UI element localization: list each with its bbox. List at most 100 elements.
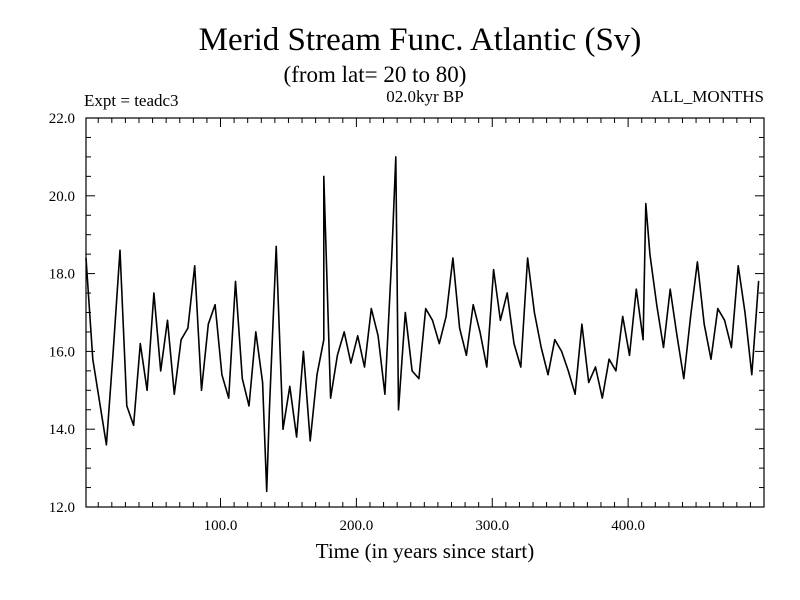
- chart-subtitle: (from lat= 20 to 80): [284, 62, 467, 87]
- data-point: [751, 374, 753, 376]
- data-point: [513, 343, 515, 345]
- data-point: [615, 370, 617, 372]
- data-point: [248, 405, 250, 407]
- data-point: [567, 370, 569, 372]
- data-point: [744, 311, 746, 314]
- data-point: [282, 428, 284, 430]
- data-point: [459, 327, 461, 329]
- data-point: [486, 366, 488, 368]
- data-point: [323, 339, 325, 341]
- data-point: [126, 405, 128, 407]
- data-point: [234, 280, 237, 282]
- months-label: ALL_MONTHS: [651, 87, 764, 106]
- x-axis-tick-labels: 100.0 200.0 300.0 400.0: [204, 518, 645, 534]
- data-point: [350, 362, 352, 364]
- data-point: [649, 253, 651, 255]
- data-point: [438, 343, 440, 345]
- x-axis-label: Time (in years since start): [316, 539, 535, 563]
- data-point: [357, 335, 359, 337]
- data-point: [153, 292, 155, 294]
- data-point: [717, 308, 719, 310]
- data-point: [377, 335, 379, 337]
- y-axis-tick-labels: 12.0 14.0 16.0 18.0 20.0 22.0: [49, 111, 75, 516]
- data-point: [221, 374, 223, 376]
- data-point: [431, 319, 434, 321]
- data-point: [656, 304, 658, 306]
- data-point: [452, 257, 454, 259]
- x-tick-label: 100.0: [204, 518, 238, 534]
- data-point: [622, 315, 624, 317]
- data-point: [758, 280, 760, 282]
- series-line: [85, 156, 760, 493]
- data-point: [601, 397, 603, 399]
- data-point: [547, 374, 549, 376]
- data-point: [214, 304, 216, 306]
- data-point: [662, 346, 665, 349]
- data-point: [146, 389, 148, 391]
- data-point: [262, 381, 264, 384]
- data-point: [200, 389, 203, 391]
- data-point: [316, 374, 318, 376]
- y-tick-label: 22.0: [49, 111, 75, 127]
- experiment-label: Expt = teadc3: [84, 91, 179, 110]
- series-group: [85, 156, 760, 493]
- data-point: [581, 323, 583, 325]
- y-tick-label: 12.0: [49, 500, 75, 516]
- data-point: [499, 319, 501, 321]
- data-point: [395, 156, 397, 158]
- data-point: [296, 436, 298, 438]
- data-point: [527, 257, 529, 259]
- data-point: [133, 424, 135, 426]
- data-point: [418, 378, 420, 380]
- data-point: [363, 366, 366, 368]
- data-point: [588, 381, 590, 384]
- data-point: [472, 304, 474, 306]
- data-point: [330, 397, 332, 399]
- y-tick-label: 18.0: [49, 267, 75, 283]
- data-point: [228, 397, 230, 399]
- data-point: [703, 323, 705, 325]
- data-point: [112, 350, 114, 352]
- data-point: [309, 440, 311, 442]
- data-point: [730, 346, 733, 349]
- data-point: [520, 366, 522, 368]
- data-point: [608, 358, 610, 360]
- data-point: [370, 308, 372, 310]
- data-point: [404, 311, 406, 314]
- data-point: [540, 346, 542, 349]
- data-point: [397, 409, 400, 411]
- chart-title: Merid Stream Func. Atlantic (Sv): [199, 22, 642, 58]
- data-point: [384, 393, 386, 395]
- data-point: [139, 343, 141, 345]
- data-point: [645, 203, 647, 205]
- y-axis-ticks: [86, 136, 764, 489]
- data-point: [194, 265, 196, 267]
- data-point: [391, 257, 393, 259]
- data-point: [85, 257, 87, 259]
- data-point: [696, 261, 699, 263]
- data-point: [336, 354, 338, 356]
- data-point: [302, 350, 304, 352]
- y-tick-label: 16.0: [49, 344, 75, 360]
- x-tick-label: 400.0: [611, 518, 645, 534]
- data-point: [173, 393, 175, 395]
- data-point: [635, 288, 637, 290]
- x-axis-ticks: [97, 118, 751, 507]
- data-point: [710, 358, 712, 360]
- data-point: [676, 335, 678, 337]
- data-point: [561, 350, 563, 352]
- data-point: [554, 339, 556, 341]
- data-point: [642, 339, 644, 341]
- data-point: [268, 409, 270, 411]
- data-point: [690, 315, 692, 317]
- data-point: [493, 269, 495, 271]
- data-point: [323, 175, 325, 177]
- data-point: [506, 292, 508, 294]
- data-point: [105, 444, 107, 446]
- data-point: [275, 245, 277, 247]
- data-point: [92, 358, 94, 360]
- data-point: [180, 339, 182, 341]
- data-point: [255, 331, 257, 333]
- data-point: [465, 354, 467, 356]
